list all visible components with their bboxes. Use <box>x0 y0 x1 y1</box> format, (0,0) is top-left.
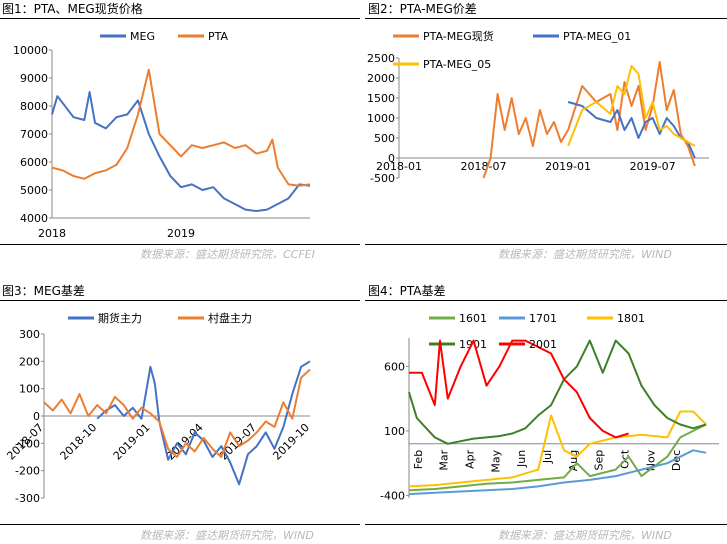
y-tick-label: 100 <box>384 425 405 438</box>
y-tick-label: 500 <box>374 132 395 145</box>
x-tick-label: Dec <box>670 450 683 471</box>
y-tick-label: 100 <box>19 383 40 396</box>
y-tick-label: 200 <box>19 355 40 368</box>
x-tick-label: 2019-07 <box>217 421 259 463</box>
chart2-top-rule <box>365 18 727 19</box>
chart4-source: 数据来源：盛达期货研究院，WIND <box>498 529 672 542</box>
y-tick-label: -500 <box>370 172 395 185</box>
series-line-PTA <box>51 68 311 187</box>
chart4-bottom-rule <box>365 524 727 525</box>
y-tick-label: 2000 <box>367 72 395 85</box>
y-tick-label: 300 <box>19 328 40 341</box>
chart4-title: 图4：PTA基差 <box>368 284 446 298</box>
x-tick-label: 2018-10 <box>58 421 100 463</box>
y-tick-label: -100 <box>15 437 40 450</box>
series-line-1601 <box>408 423 707 492</box>
y-tick-label: 7000 <box>20 128 48 141</box>
x-tick-label: Jun <box>515 450 528 468</box>
legend-label-期货主力: 期货主力 <box>98 311 142 325</box>
y-tick-label: 9000 <box>20 72 48 85</box>
series-line-村盘主力 <box>43 368 311 458</box>
chart2-bottom-rule <box>365 244 727 245</box>
series-line-1901 <box>408 339 707 445</box>
series-line-MEG <box>51 91 311 212</box>
legend-label-PTA-MEG_05: PTA-MEG_05 <box>423 58 491 71</box>
x-tick-label: May <box>489 449 502 472</box>
x-tick-label: 2018-01 <box>376 160 422 173</box>
x-tick-label: 2018 <box>38 227 66 240</box>
chart3-source: 数据来源：盛达期货研究院，WIND <box>140 529 314 542</box>
chart1-source: 数据来源：盛达期货研究院，CCFEI <box>140 248 315 261</box>
y-tick-label: 1000 <box>367 112 395 125</box>
y-tick-label: -400 <box>380 489 405 502</box>
y-tick-label: 4000 <box>20 212 48 225</box>
x-tick-label: Apr <box>464 449 477 469</box>
x-tick-label: 2019-07 <box>630 160 676 173</box>
series-line-PTA-MEG_01 <box>567 101 696 159</box>
x-tick-label: Sep <box>593 450 606 471</box>
legend-label-村盘主力: 村盘主力 <box>208 311 252 325</box>
y-tick-label: 1500 <box>367 92 395 105</box>
legend-label-1701: 1701 <box>529 312 557 325</box>
chart2-svg: -500 0 500 1000 1500 2000 2500 2018-01 2018-07 20… <box>367 29 709 185</box>
x-tick-label: 2019-01 <box>545 160 591 173</box>
legend-label-MEG: MEG <box>130 30 155 43</box>
chart1-title: 图1：PTA、MEG现货价格 <box>2 2 143 16</box>
chart4-top-rule <box>365 300 727 301</box>
y-tick-label: 6000 <box>20 156 48 169</box>
chart3-title: 图3：MEG基差 <box>2 284 85 298</box>
series-line-PTA-MEG_05 <box>567 65 696 147</box>
chart2-title: 图2：PTA-MEG价差 <box>368 2 477 16</box>
y-tick-label: 0 <box>388 152 395 165</box>
y-tick-label: -200 <box>15 465 40 478</box>
chart3-bottom-rule <box>0 524 360 525</box>
chart3-top-rule <box>0 300 360 301</box>
y-tick-label: 0 <box>33 410 40 423</box>
chart1-svg: 4000 5000 6000 7000 8000 9000 10000 2018 2019 MEG… <box>13 30 311 240</box>
series-line-PTA-MEG现货 <box>482 61 696 179</box>
series-line-期货主力 <box>96 360 311 486</box>
legend-label-PTA-MEG_01: PTA-MEG_01 <box>563 30 631 43</box>
series-line-1701 <box>408 449 707 496</box>
chart1-bottom-rule <box>0 244 360 245</box>
x-tick-label: Jul <box>541 450 554 464</box>
x-tick-label: Feb <box>412 450 425 469</box>
y-tick-label: 5000 <box>20 184 48 197</box>
legend-label-PTA: PTA <box>208 30 228 43</box>
y-tick-label: 10000 <box>13 44 48 57</box>
x-tick-label: 2018-07 <box>461 160 507 173</box>
x-tick-label: Mar <box>438 449 451 470</box>
x-tick-label: 2019-01 <box>111 421 153 463</box>
y-tick-label: 600 <box>384 360 405 373</box>
legend-label-PTA-MEG现货: PTA-MEG现货 <box>423 29 494 43</box>
y-tick-label: 2500 <box>367 52 395 65</box>
series-line-2001 <box>409 339 629 439</box>
legend-label-1901: 1901 <box>459 338 487 351</box>
x-tick-label: 2019 <box>167 227 195 240</box>
series-line-1801 <box>408 410 707 488</box>
legend-label-2001: 2001 <box>529 338 557 351</box>
legend-label-1601: 1601 <box>459 312 487 325</box>
chart1-top-rule <box>0 18 360 19</box>
chart2-source: 数据来源：盛达期货研究院，WIND <box>498 248 672 261</box>
legend-label-1801: 1801 <box>617 312 645 325</box>
y-tick-label: -300 <box>15 492 40 505</box>
x-tick-label: Aug <box>567 450 580 471</box>
y-tick-label: 8000 <box>20 100 48 113</box>
